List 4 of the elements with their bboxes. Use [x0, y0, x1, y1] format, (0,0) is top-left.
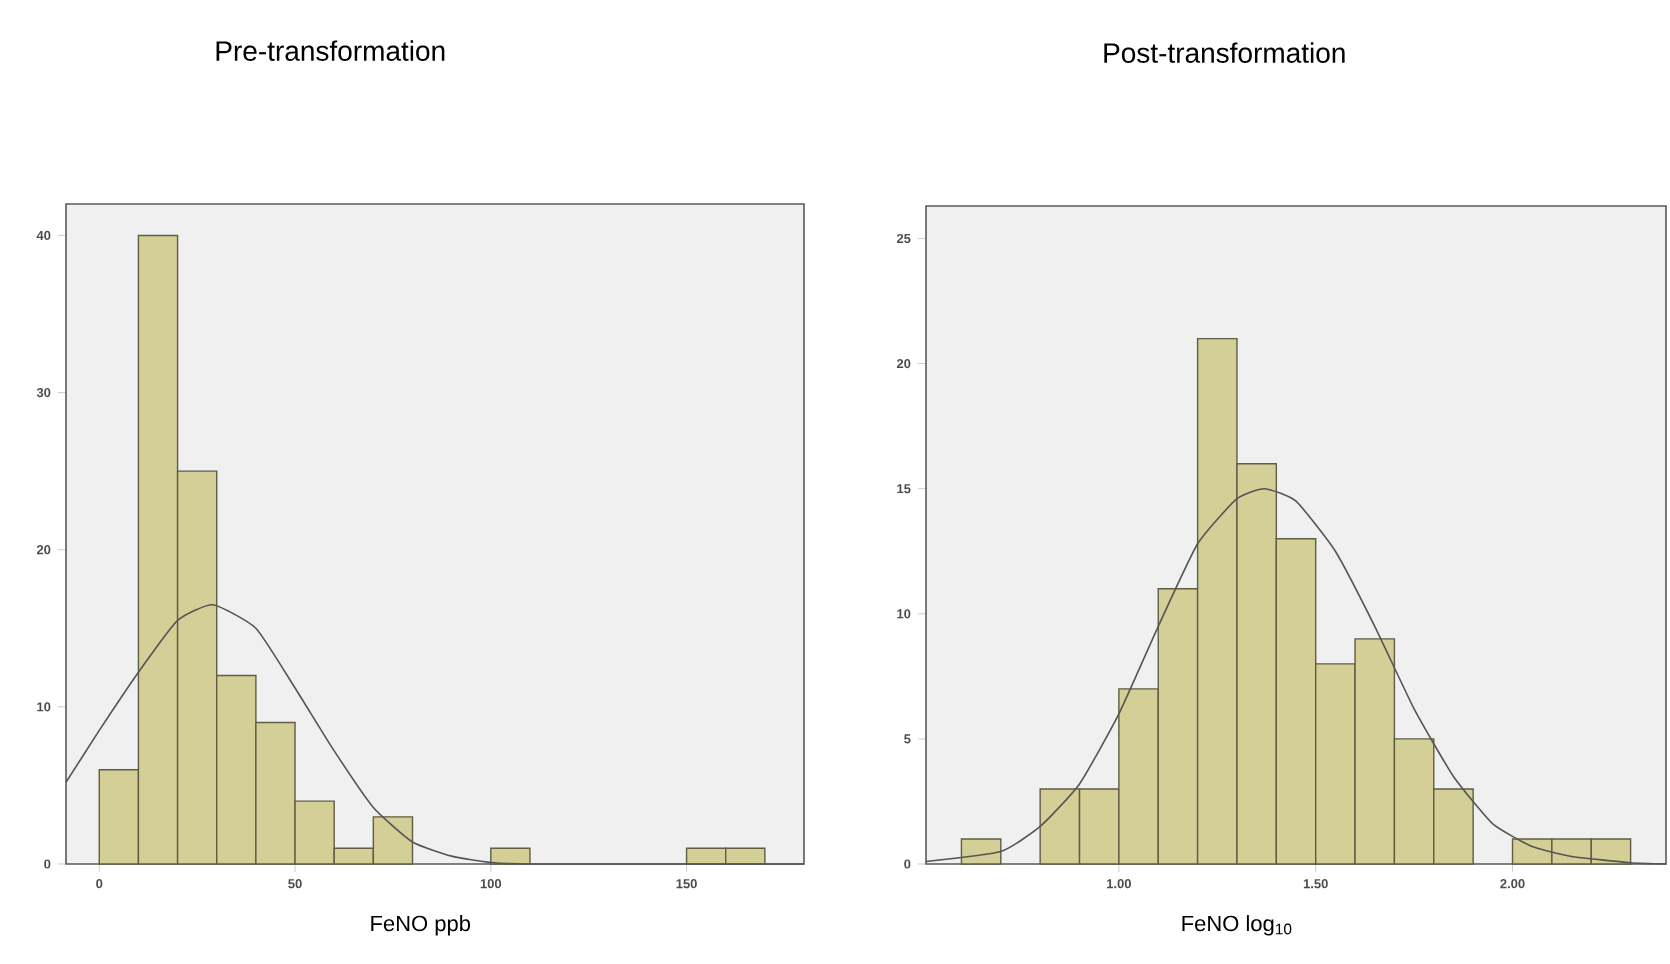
x-axis-title: FeNO log$_{10}$: [1182, 915, 1292, 936]
chart-title: Post-transformation: [1104, 42, 1345, 63]
chart-title: Pre-transformation: [216, 40, 445, 61]
x-axis-title: FeNO ppb: [371, 915, 471, 936]
